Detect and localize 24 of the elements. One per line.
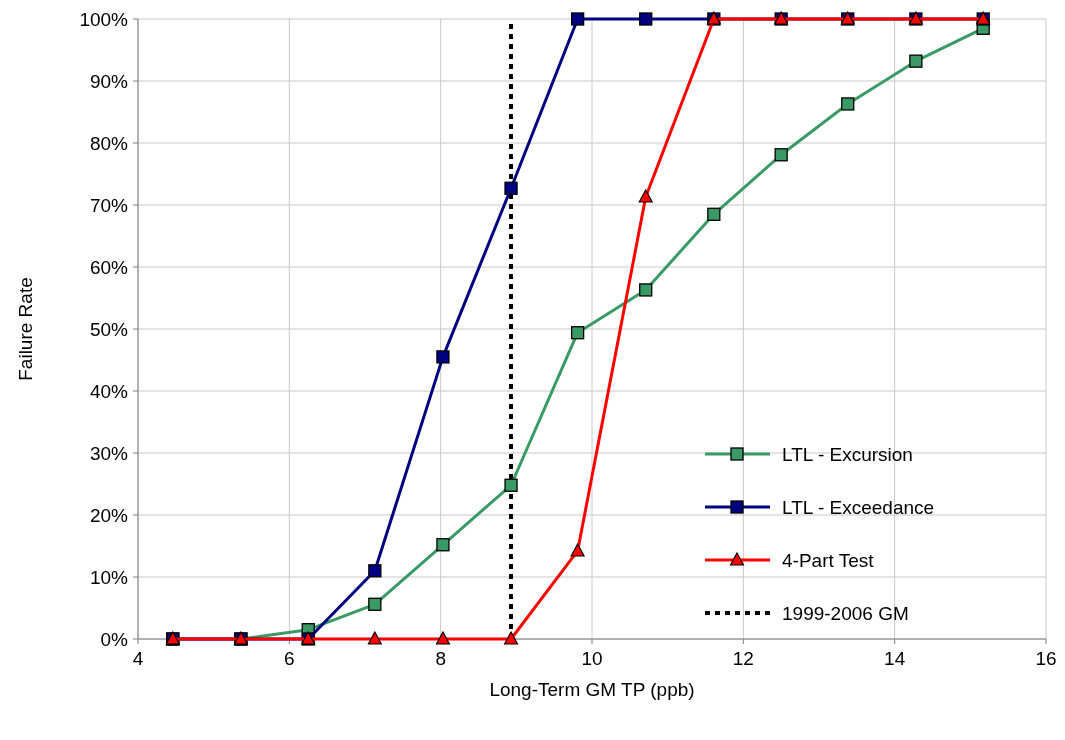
y-tick-label: 80% <box>89 133 129 154</box>
x-tick-label: 4 <box>132 648 144 669</box>
x-tick-label: 10 <box>581 648 603 669</box>
y-tick-label: 30% <box>89 443 129 464</box>
legend-label: LTL - Excursion <box>782 444 913 465</box>
y-tick-label: 40% <box>89 381 129 402</box>
y-tick-label: 70% <box>89 195 129 216</box>
x-tick-label: 6 <box>284 648 295 669</box>
y-tick-label: 60% <box>89 257 129 278</box>
y-tick-label: 20% <box>89 505 129 526</box>
x-tick-label: 12 <box>732 648 754 669</box>
y-axis-title: Failure Rate <box>15 277 36 381</box>
y-tick-label: 100% <box>79 9 129 30</box>
legend-label: 1999-2006 GM <box>782 603 909 624</box>
x-tick-label: 8 <box>435 648 446 669</box>
x-tick-label: 16 <box>1035 648 1057 669</box>
x-axis-title: Long-Term GM TP (ppb) <box>489 679 695 700</box>
legend-label: 4-Part Test <box>782 550 875 571</box>
y-tick-label: 0% <box>100 629 129 650</box>
y-tick-label: 10% <box>89 567 129 588</box>
legend-label: LTL - Exceedance <box>782 497 935 518</box>
y-tick-label: 90% <box>89 71 129 92</box>
x-tick-label: 14 <box>884 648 906 669</box>
y-tick-label: 50% <box>89 319 129 340</box>
